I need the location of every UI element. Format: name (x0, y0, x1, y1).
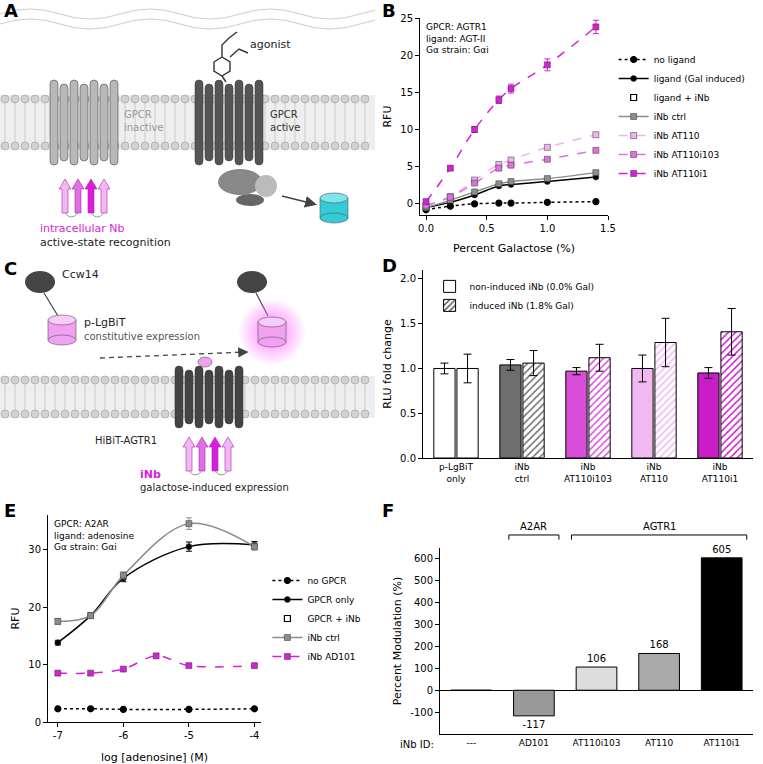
svg-text:605: 605 (712, 544, 731, 555)
html-text:B: B (382, 0, 396, 21)
svg-text:iNb: iNb (140, 468, 161, 481)
svg-text:15: 15 (400, 87, 413, 98)
svg-text:1.0: 1.0 (400, 363, 416, 374)
svg-text:200: 200 (414, 641, 433, 652)
svg-text:GPCR: GPCR (124, 109, 152, 120)
svg-text:HiBiT-AGTR1: HiBiT-AGTR1 (95, 435, 157, 446)
svg-text:GPCR: AGTR1ligand: AGT-IIGα st: GPCR: AGTR1ligand: AGT-IIGα strain: Gαi (426, 22, 489, 55)
svg-text:168: 168 (650, 639, 669, 650)
svg-text:iNb AT110i1: iNb AT110i1 (654, 169, 708, 179)
svg-text:inactive: inactive (124, 122, 164, 133)
svg-text:1.0: 1.0 (539, 223, 555, 234)
svg-text:iNbAT110i103: iNbAT110i103 (564, 462, 612, 484)
svg-text:25: 25 (400, 13, 413, 24)
svg-text:5: 5 (407, 161, 413, 172)
svg-text:1.5: 1.5 (400, 318, 416, 329)
svg-text:intracellular Nb: intracellular Nb (40, 222, 125, 235)
svg-text:constitutive expression: constitutive expression (84, 331, 200, 342)
svg-text:20: 20 (28, 602, 41, 613)
svg-text:0.0: 0.0 (418, 223, 434, 234)
svg-text:no ligand: no ligand (654, 55, 696, 65)
svg-text:induced iNb (1.8% Gal): induced iNb (1.8% Gal) (470, 301, 574, 311)
svg-text:Percent Modulation (%): Percent Modulation (%) (391, 577, 404, 705)
svg-text:106: 106 (587, 653, 606, 664)
svg-text:---: --- (466, 738, 476, 748)
svg-text:300: 300 (414, 619, 433, 630)
svg-text:20: 20 (400, 50, 413, 61)
svg-text:ligand + iNb: ligand + iNb (654, 93, 710, 103)
svg-text:0: 0 (407, 198, 413, 209)
svg-text:p-LgBiT: p-LgBiT (84, 316, 126, 329)
svg-text:log [adenosine] (M): log [adenosine] (M) (101, 751, 208, 764)
svg-text:-5: -5 (184, 730, 194, 741)
svg-text:RLU fold change: RLU fold change (381, 319, 394, 409)
svg-text:-7: -7 (53, 730, 63, 741)
svg-text:iNb ctrl: iNb ctrl (654, 112, 686, 122)
svg-text:AT110i1: AT110i1 (704, 738, 740, 748)
svg-text:500: 500 (414, 575, 433, 586)
svg-text:-6: -6 (118, 730, 128, 741)
svg-text:-100: -100 (410, 707, 433, 718)
svg-text:0.5: 0.5 (479, 223, 495, 234)
svg-text:100: 100 (414, 663, 433, 674)
svg-text:active: active (270, 122, 300, 133)
svg-text:GPCR + iNb: GPCR + iNb (307, 614, 360, 624)
svg-text:iNb AD101: iNb AD101 (307, 652, 355, 662)
svg-text:non-induced iNb (0.0% Gal): non-induced iNb (0.0% Gal) (470, 282, 594, 292)
html-text:C: C (4, 258, 18, 279)
svg-text:-4: -4 (249, 730, 259, 741)
svg-text:0.0: 0.0 (400, 453, 416, 464)
svg-text:agonist: agonist (250, 38, 291, 51)
svg-text:iNb AT110: iNb AT110 (654, 131, 700, 141)
html-text:E: E (4, 500, 17, 521)
svg-text:400: 400 (414, 597, 433, 608)
html-text:A: A (4, 0, 18, 21)
svg-text:0.5: 0.5 (400, 408, 416, 419)
svg-text:GPCR only: GPCR only (307, 595, 355, 605)
svg-text:iNbctrl: iNbctrl (515, 462, 530, 484)
svg-text:iNbAT110i1: iNbAT110i1 (702, 462, 738, 484)
svg-text:active-state recognition: active-state recognition (40, 236, 171, 249)
svg-text:AT110i103: AT110i103 (573, 738, 621, 748)
svg-text:10: 10 (400, 124, 413, 135)
svg-text:iNb AT110i103: iNb AT110i103 (654, 150, 720, 160)
svg-text:-117: -117 (523, 719, 546, 730)
svg-text:1.5: 1.5 (600, 223, 616, 234)
svg-text:2.0: 2.0 (400, 273, 416, 284)
svg-text:RFU: RFU (381, 105, 394, 127)
svg-text:RFU: RFU (9, 607, 22, 629)
svg-text:galactose-induced expression: galactose-induced expression (140, 482, 289, 493)
svg-text:A2AR: A2AR (520, 521, 547, 532)
svg-text:AT110: AT110 (645, 738, 673, 748)
svg-text:Ccw14: Ccw14 (62, 268, 99, 281)
svg-text:iNbAT110: iNbAT110 (640, 462, 668, 484)
svg-text:0: 0 (427, 685, 433, 696)
svg-text:GPCR: A2ARligand: adenosineGα: GPCR: A2ARligand: adenosineGα strain: Gα… (54, 519, 134, 552)
svg-text:600: 600 (414, 553, 433, 564)
svg-text:ligand (Gal induced): ligand (Gal induced) (654, 74, 745, 84)
html-text:D: D (382, 255, 397, 276)
svg-text:AD101: AD101 (519, 738, 549, 748)
svg-text:0: 0 (35, 717, 41, 728)
svg-text:p-LgBiTonly: p-LgBiTonly (439, 462, 473, 484)
svg-text:iNb ctrl: iNb ctrl (307, 633, 339, 643)
svg-text:GPCR: GPCR (270, 109, 298, 120)
svg-text:no GPCR: no GPCR (307, 576, 346, 586)
svg-text:iNb ID:: iNb ID: (400, 739, 434, 750)
svg-text:30: 30 (28, 544, 41, 555)
svg-text:Percent Galactose (%): Percent Galactose (%) (453, 242, 575, 255)
svg-text:10: 10 (28, 659, 41, 670)
svg-text:AGTR1: AGTR1 (643, 521, 676, 532)
html-text:F: F (382, 500, 395, 521)
